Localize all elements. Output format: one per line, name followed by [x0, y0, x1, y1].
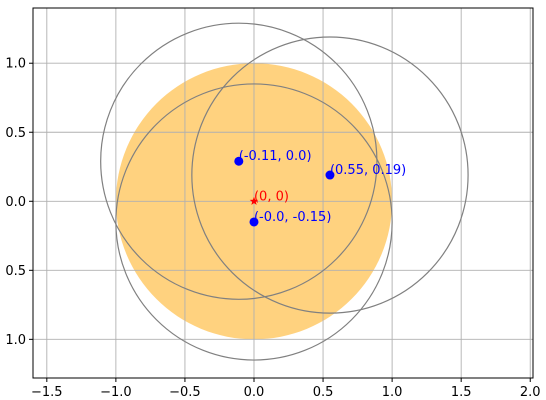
- circle-outline-2: [191, 36, 469, 314]
- x-tick-label: −1.5: [31, 385, 63, 400]
- tick-layer: −1.5 −1.0 −0.5 0.0 0.5 1.0 1.5 2.0 1.0 0.5 0.0 0.5 1…: [5, 57, 540, 400]
- y-tick-label: 1.0: [5, 57, 26, 72]
- y-tick-label: 0.5: [5, 264, 26, 279]
- y-tick-label: 0.5: [5, 126, 26, 141]
- grid-layer: [33, 8, 533, 378]
- y-tick-label: 0.0: [5, 195, 26, 210]
- origin-label: (0, 0): [254, 189, 289, 204]
- x-tick-label: −0.5: [169, 385, 201, 400]
- axes-frame: [32, 7, 534, 379]
- point-label-3: (-0.0, -0.15): [254, 210, 331, 225]
- x-tick-label: 2.0: [520, 385, 541, 400]
- circle-outline-layer: [100, 22, 469, 361]
- plot-frame: [32, 7, 534, 379]
- point-2: [325, 170, 335, 180]
- y-tick-label: 1.0: [5, 333, 26, 348]
- circle-outline-3: [115, 83, 393, 361]
- x-tick-label: 0.0: [244, 385, 265, 400]
- point-3: [249, 217, 259, 227]
- x-tick-label: 1.5: [451, 385, 472, 400]
- x-tick-label: −1.0: [100, 385, 132, 400]
- circle-outline-1: [100, 22, 378, 300]
- points-layer: (-0.11, 0.0) (0.55, 0.19) (-0.0, -0.15) (0,…: [234, 149, 406, 227]
- origin-star-marker: [249, 196, 259, 205]
- point-label-1: (-0.11, 0.0): [239, 149, 312, 164]
- point-label-2: (0.55, 0.19): [330, 163, 406, 178]
- point-1: [234, 156, 244, 166]
- x-tick-label: 0.5: [313, 385, 334, 400]
- x-tick-label: 1.0: [382, 385, 403, 400]
